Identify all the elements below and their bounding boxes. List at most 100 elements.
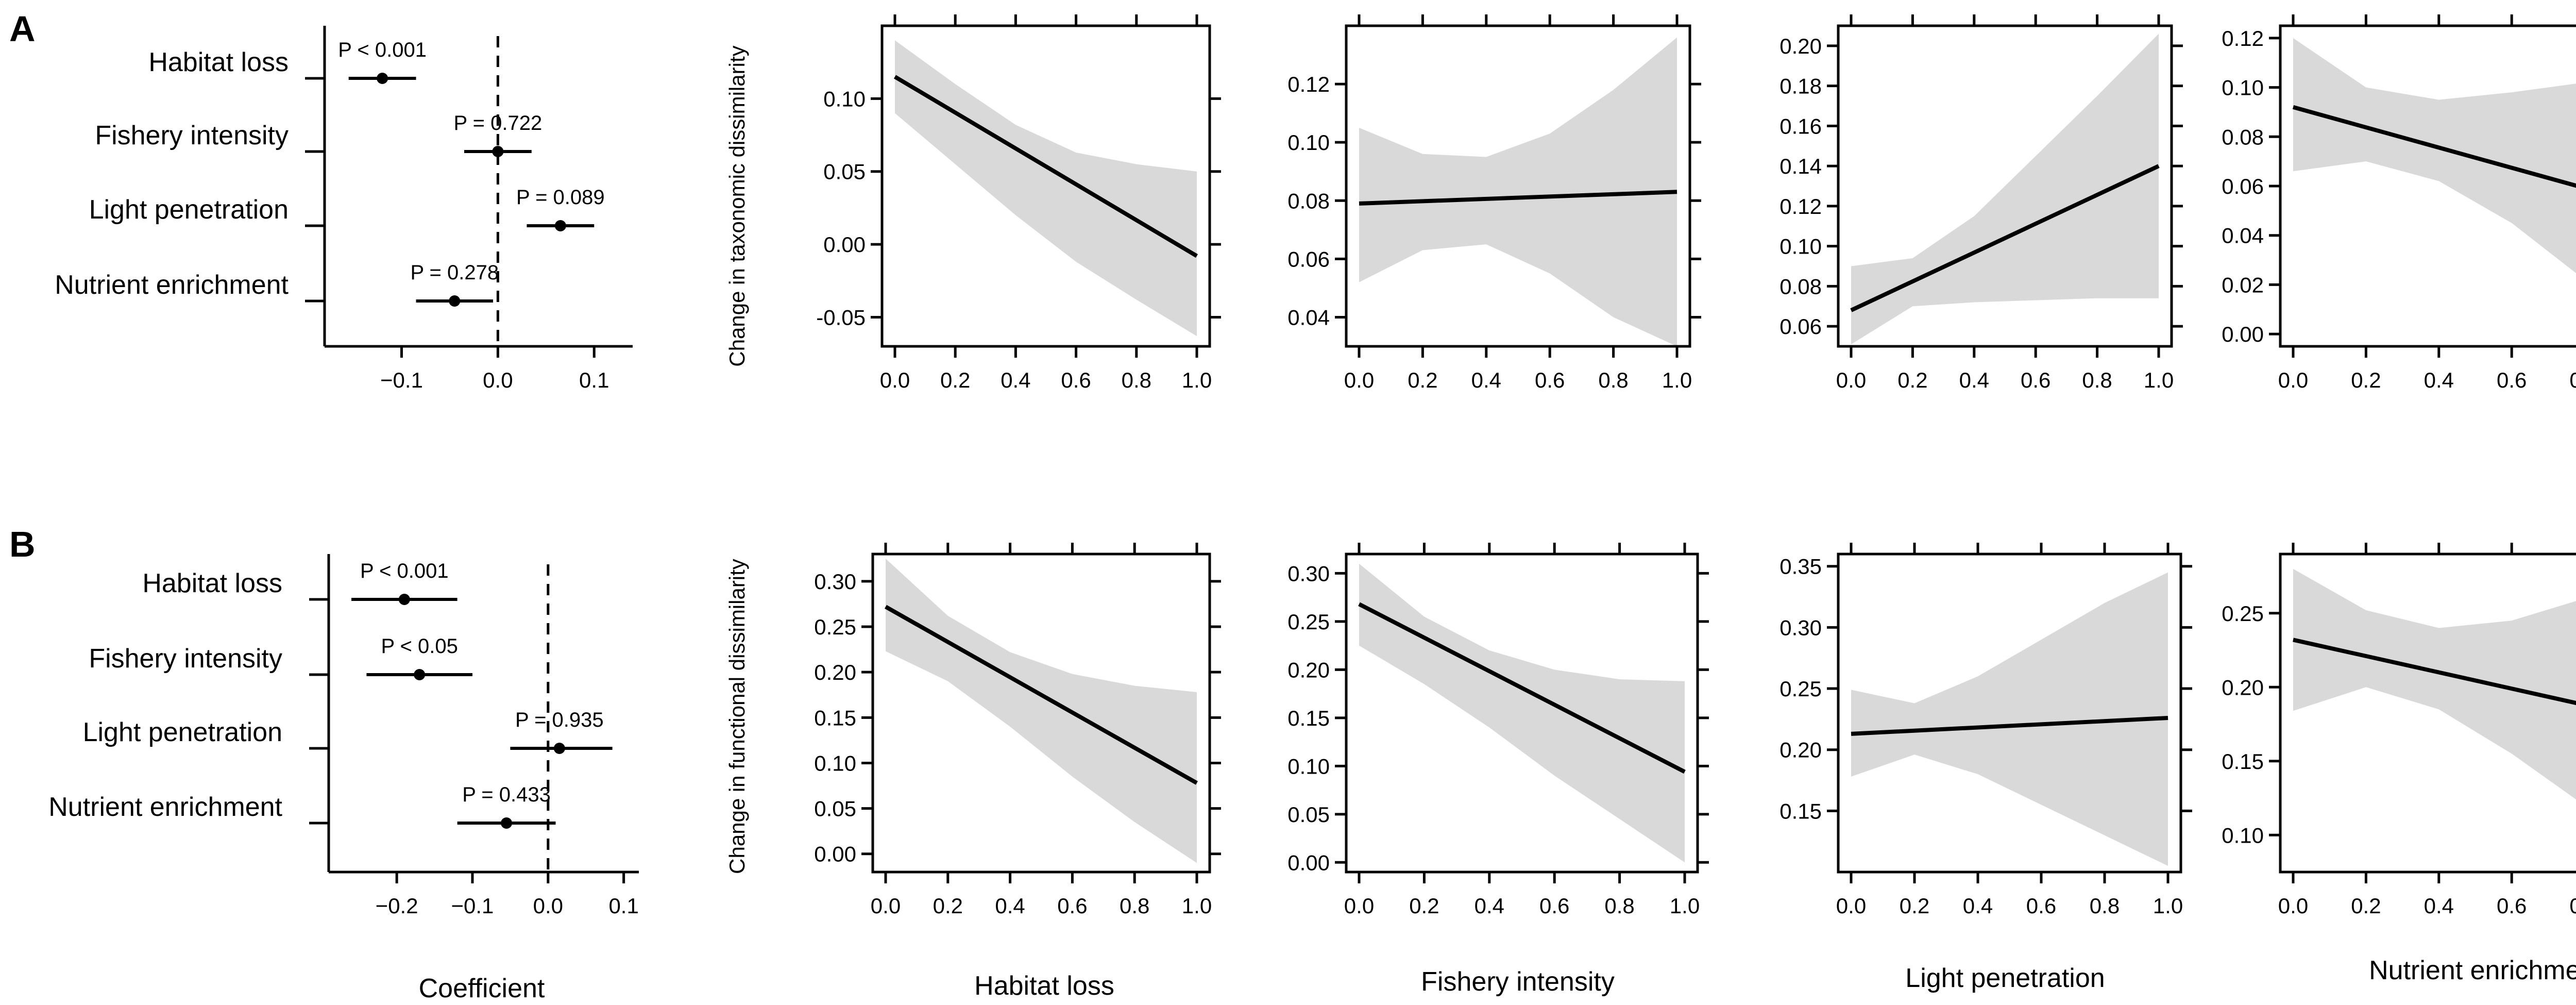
row-a-effect-plot-2-x-tick-label: 0.0	[1344, 368, 1374, 392]
row-b-effect-plot-4-x-tick-label: 0.6	[2497, 894, 2527, 918]
row-b-coef-x-tick-label: 0.0	[533, 894, 563, 918]
row-a-effect-plot-3-confidence-band	[1851, 34, 2159, 345]
row-b-effect-plot-1-x-tick-label: 1.0	[1182, 894, 1212, 918]
row-a-effect-plot-4-x-tick-label: 0.6	[2497, 368, 2527, 392]
row-b-effect-plot-2-x-tick-label: 0.8	[1604, 894, 1634, 918]
row-a-effect-plot-2-x-tick-label: 0.6	[1535, 368, 1565, 392]
row-b-estimate-point-habitat-loss	[398, 594, 410, 605]
row-a-predictor-label-light-penetration: Light penetration	[89, 195, 289, 225]
row-a-effect-plot-2-y-tick-label: 0.12	[1287, 72, 1330, 96]
row-b-effect-plot-3-y-tick-label: 0.25	[1780, 677, 1822, 701]
row-a-effect-plot-3-y-tick-label: 0.18	[1780, 74, 1822, 98]
row-a-effect-plot-3-y-tick-label: 0.12	[1780, 194, 1822, 219]
row-a-p-value-fishery-intensity: P = 0.722	[454, 112, 543, 135]
row-b-estimate-point-fishery-intensity	[414, 669, 426, 680]
row-b-effect-plot-2-x-tick-label: 0.0	[1344, 894, 1374, 918]
row-a-effect-plot-4-y-tick-label: 0.08	[2222, 125, 2264, 149]
row-b-estimate-point-light-penetration	[553, 743, 565, 754]
row-a-effect-plot-1-y-tick-label: 0.05	[823, 160, 866, 184]
row-a-effect-plot-1-fit-line	[893, 75, 1198, 258]
row-b-effect-plot-4-frame	[2279, 552, 2576, 874]
row-a-effect-plot-4-y-tick-label: 0.02	[2222, 273, 2264, 297]
row-a-effect-plot-2-y-tick-label: 0.10	[1287, 130, 1330, 155]
row-b-effect-plot-4-y-tick-label: 0.15	[2222, 749, 2264, 774]
row-a-effect-plot-4-y-tick-label: 0.04	[2222, 224, 2264, 248]
row-b-effect-plot-3-y-tick-label: 0.15	[1780, 799, 1822, 823]
row-b-effect-plot-3-x-tick-label: 1.0	[2153, 894, 2183, 918]
row-a-effect-plot-1-x-tick-label: 0.2	[940, 368, 970, 392]
row-a-effect-plot-4-y-tick-label: 0.10	[2222, 76, 2264, 100]
row-b-effect-plot-2-y-tick-label: 0.10	[1287, 754, 1330, 778]
row-b-effect-plot-1-confidence-band	[886, 558, 1197, 863]
row-b-effect-plot-4-confidence-band	[2293, 568, 2576, 800]
row-a-effect-plot-1-confidence-band	[895, 40, 1197, 337]
row-b-effect-plot-4-x-tick-label: 0.8	[2569, 894, 2576, 918]
row-a-effect-plot-2-fit-line	[1359, 190, 1677, 206]
row-a-effect-plot-3-y-tick-label: 0.06	[1780, 314, 1822, 339]
row-a-effect-plot-3-fit-line	[1850, 164, 2160, 312]
row-a-effect-plot-3-x-tick-label: 1.0	[2144, 368, 2174, 392]
row-a-effect-plot-1-y-tick-label: 0.00	[823, 232, 866, 257]
row-a-predictor-label-nutrient-enrichment: Nutrient enrichment	[55, 270, 289, 300]
row-b-p-value-light-penetration: P = 0.935	[515, 709, 604, 731]
row-a-estimate-point-light-penetration	[554, 220, 566, 231]
row-b-predictor-label-habitat-loss: Habitat loss	[142, 568, 282, 598]
row-b-effect-plot-1-x-tick-label: 0.4	[995, 894, 1025, 918]
row-b-effect-plot-3-x-tick-label: 0.6	[2026, 894, 2056, 918]
row-b-effect-plot-1-y-tick-label: 0.20	[814, 660, 856, 684]
bottom-label-light-penetration: Light penetration	[1905, 963, 2105, 993]
row-a-effect-plot-3-y-tick-label: 0.14	[1780, 154, 1822, 178]
row-a-effect-plot-2-x-tick-label: 0.4	[1471, 368, 1501, 392]
row-b-effect-plot-1-y-tick-label: 0.10	[814, 751, 856, 775]
row-a-estimate-point-nutrient-enrichment	[449, 295, 461, 307]
row-a-coef-x-tick-label: 0.1	[579, 368, 609, 392]
row-a-effect-plot-3-x-tick-label: 0.2	[1897, 368, 1927, 392]
row-a-effect-plot-4-fit-line	[2292, 105, 2576, 188]
row-a-predictor-label-habitat-loss: Habitat loss	[148, 47, 289, 77]
bottom-label-nutrient-enrichment: Nutrient enrichment	[2369, 956, 2576, 985]
row-b-effect-plot-3-x-tick-label: 0.4	[1963, 894, 1993, 918]
row-b-effect-plot-2-y-tick-label: 0.25	[1287, 610, 1330, 634]
row-b-effect-plot-3-x-tick-label: 0.2	[1900, 894, 1929, 918]
row-a-effect-plot-4-x-tick-label: 0.4	[2424, 368, 2454, 392]
row-b-effect-plot-1-y-axis-title: Change in functional dissimilarity	[725, 559, 749, 874]
row-a-effect-plot-3-x-tick-label: 0.6	[2021, 368, 2050, 392]
row-b-effect-plot-4-x-tick-label: 0.2	[2351, 894, 2381, 918]
row-a-effect-plot-1-x-tick-label: 0.4	[1001, 368, 1030, 392]
row-b-predictor-label-light-penetration: Light penetration	[83, 717, 282, 747]
row-b-effect-plot-1-x-tick-label: 0.8	[1120, 894, 1149, 918]
row-a-effect-plot-3-x-tick-label: 0.4	[1959, 368, 1989, 392]
row-b-effect-plot-2-x-tick-label: 0.6	[1539, 894, 1569, 918]
row-b-coef-x-tick-label: −0.2	[376, 894, 418, 918]
row-b-effect-plot-2-fit-line	[1358, 602, 1686, 774]
row-a-effect-plot-4-confidence-band	[2293, 38, 2576, 273]
row-b-effect-plot-3-x-tick-label: 0.8	[2090, 894, 2120, 918]
row-a-p-value-light-penetration: P = 0.089	[516, 186, 605, 209]
row-a-effect-plot-1-x-tick-label: 0.0	[880, 368, 910, 392]
row-a-coef-x-tick-label: −0.1	[380, 368, 423, 392]
row-a-effect-plot-3-x-tick-label: 0.8	[2082, 368, 2112, 392]
row-b-effect-plot-3-confidence-band	[1851, 572, 2168, 866]
row-b-effect-plot-1-fit-line	[885, 605, 1198, 785]
row-b-effect-plot-2-x-tick-label: 0.2	[1409, 894, 1439, 918]
row-a-effect-plot-3-x-tick-label: 0.0	[1836, 368, 1866, 392]
row-a-effect-plot-1-y-tick-label: 0.10	[823, 87, 866, 111]
row-a-p-value-nutrient-enrichment: P = 0.278	[410, 261, 499, 284]
row-b-effect-plot-1-frame	[871, 552, 1211, 874]
row-b-effect-plot-2-x-tick-label: 0.4	[1475, 894, 1504, 918]
row-b-effect-plot-3-y-tick-label: 0.35	[1780, 555, 1822, 579]
row-a: A −0.1 0.0 0.1 Habitat loss P < 0.001 Fishery…	[9, 9, 2576, 392]
row-b-effect-plot-1-y-tick-label: 0.00	[814, 842, 856, 866]
row-a-coef-x-tick-label: 0.0	[483, 368, 513, 392]
row-b-effect-plot-2-y-tick-label: 0.30	[1287, 561, 1330, 585]
row-a-predictor-label-fishery-intensity: Fishery intensity	[95, 121, 289, 150]
row-b-coef-x-tick-label: −0.1	[451, 894, 494, 918]
row-b-coef-x-tick-label: 0.1	[608, 894, 638, 918]
row-a-effect-plot-4-x-tick-label: 0.8	[2569, 368, 2576, 392]
row-a-effect-plot-3-frame	[1837, 24, 2173, 348]
row-b-effect-plot-4-y-tick-label: 0.20	[2222, 675, 2264, 699]
row-a-estimate-point-habitat-loss	[377, 73, 388, 84]
row-a-effect-plot-3-y-tick-label: 0.20	[1780, 34, 1822, 58]
row-a-effect-plot-4-y-tick-label: 0.06	[2222, 174, 2264, 198]
